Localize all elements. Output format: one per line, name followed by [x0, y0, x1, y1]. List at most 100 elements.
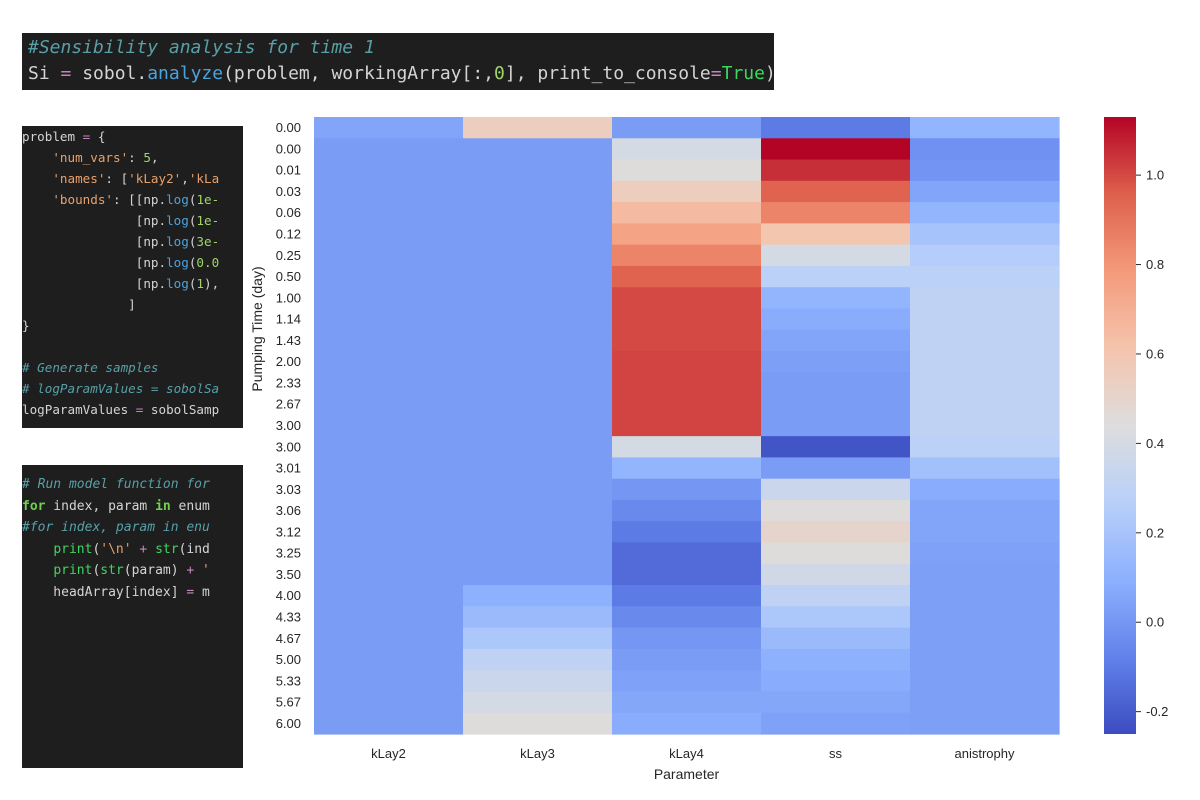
- heatmap-cell: [314, 521, 464, 544]
- heatmap-cell: [314, 712, 464, 735]
- code-token: Si: [28, 63, 61, 84]
- code-line: print('\n' + str(ind: [22, 539, 243, 561]
- heatmap-cell: [463, 202, 613, 224]
- heatmap-cell: [314, 457, 464, 480]
- heatmap-cell: [612, 117, 762, 139]
- code-token: m: [194, 584, 210, 600]
- heatmap-cell: [612, 265, 762, 288]
- code-line: [np.log(1e-: [22, 210, 243, 231]
- code-token: (: [188, 255, 197, 270]
- row-tick-label: 4.00: [276, 588, 301, 603]
- heatmap-cell: [910, 712, 1060, 735]
- row-tick-label: 6.00: [276, 716, 301, 731]
- heatmap-cell: [463, 542, 613, 565]
- column-tick-label: kLay4: [669, 746, 704, 761]
- heatmap-cell: [463, 117, 613, 139]
- heatmap-cell: [612, 244, 762, 267]
- y-axis-label: Pumping Time (day): [249, 266, 265, 391]
- heatmap-cell: [463, 414, 613, 437]
- code-line: # logParamValues = sobolSa: [22, 381, 220, 396]
- code-token: =: [135, 402, 144, 417]
- heatmap-cell: [463, 138, 613, 161]
- code-token: (: [92, 563, 101, 578]
- row-tick-label: 1.43: [276, 333, 301, 348]
- code-token: +: [139, 541, 148, 557]
- heatmap-cell: [612, 436, 762, 459]
- heatmap-cell: [910, 606, 1060, 629]
- heatmap-cell: [612, 648, 762, 671]
- heatmap-cell: [314, 372, 464, 395]
- row-tick-label: 3.25: [276, 546, 301, 561]
- code-line: 'bounds': [[np.log(1e-: [22, 189, 243, 210]
- heatmap-cell: [314, 329, 464, 352]
- code-token: log: [166, 192, 189, 207]
- heatmap-cell: [463, 287, 613, 310]
- heatmap-cell: [910, 180, 1060, 203]
- heatmap-cell: [761, 521, 911, 544]
- code-token: ], print_to_console: [504, 63, 711, 84]
- heatmap-cell: [612, 372, 762, 395]
- heatmap-cell: [612, 287, 762, 310]
- row-tick-label: 3.01: [276, 461, 301, 476]
- code-token: :: [128, 150, 144, 165]
- code-token: 'num_vars': [52, 150, 129, 165]
- row-tick-label: 3.03: [276, 482, 301, 497]
- code-token: 0: [494, 63, 505, 84]
- code-token: log: [166, 255, 189, 270]
- code-line: Si = sobol.analyze(problem, workingArray…: [22, 61, 774, 87]
- heatmap-cell: [612, 585, 762, 607]
- row-tick-label: 3.00: [276, 439, 301, 454]
- x-axis-label: Parameter: [654, 766, 720, 782]
- colorbar-tick-label: 0.2: [1146, 525, 1164, 540]
- code-cell-problem-definition[interactable]: problem = { 'num_vars': 5, 'names': ['kL…: [22, 126, 243, 428]
- heatmap-cell: [761, 670, 911, 693]
- heatmap-cell: [761, 585, 911, 607]
- heatmap-cell: [761, 180, 911, 203]
- row-tick-label: 0.25: [276, 248, 301, 263]
- code-token: [np.: [22, 234, 167, 249]
- heatmap-cell: [612, 351, 762, 373]
- code-token: 'kLay2': [128, 171, 182, 186]
- code-token: 'names': [52, 171, 106, 186]
- heatmap-cell: [463, 585, 613, 607]
- heatmap-cell: [910, 138, 1060, 161]
- heatmap-cell: [463, 521, 613, 544]
- row-tick-labels: 0.00 0.00 0.01 0.03 0.06 0.12 0.25 0.50 1.00 1.14…: [276, 120, 301, 731]
- code-line: print(str(param) + ': [22, 560, 243, 582]
- heatmap-cell: [910, 372, 1060, 395]
- row-tick-label: 0.03: [276, 184, 301, 199]
- heatmap-cell: [314, 563, 464, 586]
- row-tick-label: 0.12: [276, 227, 301, 242]
- heatmap-cell: [612, 542, 762, 565]
- code-token: ): [765, 63, 774, 84]
- heatmap-cell: [612, 159, 762, 182]
- row-tick-label: 3.50: [276, 567, 301, 582]
- heatmap-cell: [314, 648, 464, 671]
- heatmap-cell: [314, 117, 464, 139]
- code-cell-sensitivity-call[interactable]: #Sensibility analysis for time 1 Si = sob…: [22, 33, 774, 90]
- heatmap-cell: [910, 436, 1060, 459]
- code-token: sobolSamp: [143, 402, 220, 417]
- heatmap-cell: [612, 521, 762, 544]
- code-token: 1e-: [196, 192, 220, 207]
- code-token: =: [60, 63, 72, 84]
- row-tick-label: 0.00: [276, 141, 301, 156]
- code-cell-run-model[interactable]: # Run model function for for index, param…: [22, 465, 243, 768]
- code-token: [np.: [22, 276, 167, 291]
- heatmap-cell: [314, 308, 464, 331]
- heatmap-cell: [761, 457, 911, 480]
- code-token: logParamValues: [22, 402, 136, 417]
- code-token: True: [721, 63, 765, 84]
- heatmap-cell: [761, 202, 911, 224]
- code-line: [np.log(3e-: [22, 231, 243, 252]
- heatmap-cell: [612, 223, 762, 246]
- colorbar-tick-label: 0.6: [1146, 346, 1164, 361]
- code-line: # Run model function for: [22, 477, 210, 492]
- code-token: (ind: [178, 541, 210, 557]
- code-token: '\n': [100, 541, 132, 557]
- heatmap-cell: [761, 329, 911, 352]
- code-token: log: [166, 213, 189, 228]
- heatmap-cell: [761, 691, 911, 714]
- code-token: 1: [196, 276, 204, 291]
- code-line: problem = {: [22, 126, 243, 147]
